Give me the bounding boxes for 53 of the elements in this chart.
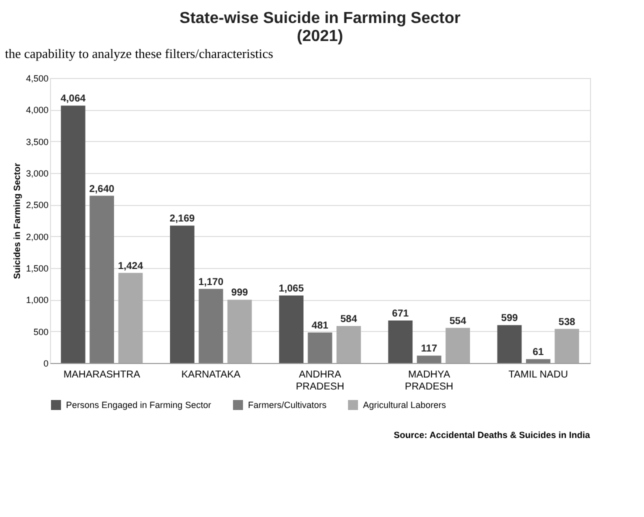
- bar: [118, 272, 143, 363]
- bar: [90, 196, 114, 363]
- bar: [170, 226, 194, 363]
- text: (2021): [296, 28, 344, 45]
- y-tick-label: 500: [33, 326, 48, 337]
- data-label: 554: [449, 316, 467, 327]
- y-tick-label: 1,500: [26, 264, 48, 274]
- data-label: 117: [421, 344, 438, 355]
- data-label: 1,065: [278, 284, 304, 295]
- data-label: 1,170: [198, 276, 224, 288]
- data-label: 2,169: [170, 214, 196, 225]
- x-tick-label: TAMIL NADU: [508, 370, 568, 380]
- bar: [497, 325, 522, 363]
- y-axis-title: Suicides in Farming Sector: [12, 162, 22, 280]
- data-label: 481: [312, 320, 329, 332]
- y-tick-label: 4,500: [26, 74, 48, 84]
- data-label: 599: [501, 313, 518, 324]
- data-label: 671: [392, 308, 410, 320]
- bar: [198, 288, 224, 363]
- bar: [554, 328, 580, 363]
- bar: [446, 328, 470, 363]
- bar: [388, 320, 413, 363]
- bar: [526, 359, 550, 363]
- source-note: Source: Accidental Deaths & Suicides in India: [394, 430, 591, 440]
- legend-label: Agricultural Laborers: [363, 400, 447, 410]
- y-tick-label: 3,500: [26, 136, 48, 147]
- data-label: 999: [231, 288, 248, 299]
- bar: [60, 106, 86, 363]
- legend-label: Persons Engaged in Farming Sector: [66, 400, 212, 410]
- y-tick-label: 3,000: [26, 168, 48, 178]
- bar: [279, 296, 304, 363]
- bar: [308, 332, 332, 363]
- text: State-wise Suicide in Farming Sector: [180, 10, 460, 27]
- legend-label: Farmers/Cultivators: [248, 400, 328, 410]
- bar: [227, 300, 252, 363]
- x-tick-label: MAHARASHTRA: [63, 370, 140, 380]
- y-tick-label: 1,000: [26, 295, 48, 306]
- text: the capability to analyze these filters/characteristics: [5, 46, 274, 61]
- data-label: 584: [340, 314, 358, 326]
- bar: [336, 326, 361, 363]
- y-tick-label: 2,500: [26, 200, 48, 210]
- bar: [416, 356, 442, 363]
- data-label: 1,424: [118, 260, 144, 272]
- x-tick-label: ANDHRA PRADESH: [296, 370, 344, 392]
- y-tick-label: 2,000: [26, 232, 48, 242]
- data-label: 2,640: [89, 184, 115, 195]
- data-label: 61: [532, 347, 544, 358]
- data-label: 4,064: [60, 94, 86, 105]
- data-label: 538: [558, 316, 576, 328]
- x-tick-label: MADHYA PRADESH: [404, 370, 454, 392]
- y-tick-label: 4,000: [26, 105, 48, 116]
- x-tick-label: KARNATAKA: [181, 370, 241, 380]
- y-tick-label: 0: [43, 358, 48, 368]
